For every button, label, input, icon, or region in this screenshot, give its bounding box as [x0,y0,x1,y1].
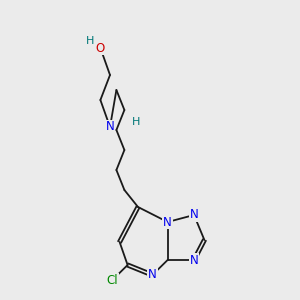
Text: H: H [131,117,140,127]
Text: N: N [148,268,157,281]
Text: H: H [86,35,94,46]
Text: O: O [96,41,105,55]
Text: N: N [163,215,172,229]
Text: N: N [106,121,114,134]
Text: Cl: Cl [106,274,118,286]
Text: N: N [190,208,198,221]
Text: N: N [190,254,198,266]
